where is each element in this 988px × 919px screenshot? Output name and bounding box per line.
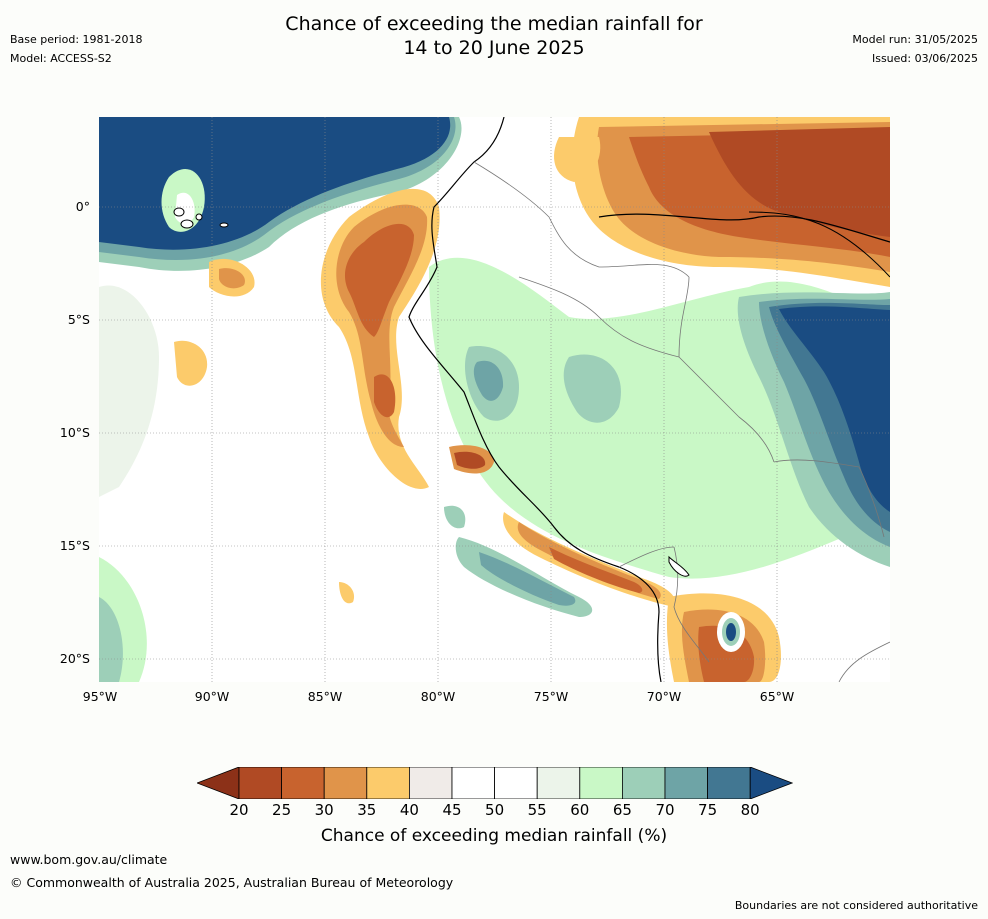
colorbar-tick-label: 75	[698, 801, 718, 819]
title-line-2: 14 to 20 June 2025	[403, 37, 585, 59]
meta-left: Base period: 1981-2018 Model: ACCESS-S2	[10, 30, 142, 68]
colorbar-label: Chance of exceeding median rainfall (%)	[320, 826, 668, 846]
colorbar-swatch	[323, 766, 368, 800]
colorbar-tick-label: 35	[357, 801, 377, 819]
colorbar-tick-label: 45	[442, 801, 462, 819]
colorbar-tick-label: 65	[612, 801, 632, 819]
colorbar-swatch	[366, 766, 410, 800]
model-name: Model: ACCESS-S2	[10, 52, 112, 65]
colorbar-ticks: 20 25 30 35 40 45 50 55 60 65 70 75 80	[0, 801, 988, 821]
colorbar-tick-label: 50	[485, 801, 505, 819]
map-canvas	[99, 117, 890, 682]
colorbar-swatch	[579, 766, 623, 800]
site-link[interactable]: www.bom.gov.au/climate	[10, 852, 168, 867]
title-line-1: Chance of exceeding the median rainfall …	[285, 13, 703, 35]
colorbar-tick-label: 70	[655, 801, 675, 819]
colorbar-swatches	[195, 766, 794, 800]
model-run: Model run: 31/05/2025	[852, 33, 978, 46]
colorbar	[195, 766, 794, 800]
colorbar-swatch	[494, 766, 538, 800]
colorbar-swatch	[664, 766, 708, 800]
colorbar-swatch	[408, 766, 453, 800]
map-title: Chance of exceeding the median rainfall …	[0, 12, 988, 60]
lon-label-95w: 95°W	[82, 689, 118, 704]
disclaimer-text: Boundaries are not considered authoritat…	[734, 899, 978, 912]
lon-label-85w: 85°W	[307, 689, 343, 704]
lat-label-20s: 20°S	[59, 651, 90, 666]
colorbar-swatch	[451, 766, 495, 800]
colorbar-tick-label: 30	[314, 801, 334, 819]
colorbar-low-arrow	[195, 766, 240, 800]
colorbar-swatch	[621, 766, 666, 800]
colorbar-tick-label: 55	[527, 801, 547, 819]
issued-date: Issued: 03/06/2025	[871, 52, 978, 65]
lat-label-5s: 5°S	[67, 312, 90, 327]
lon-label-75w: 75°W	[533, 689, 569, 704]
copyright-text: © Commonwealth of Australia 2025, Austra…	[10, 875, 454, 890]
lon-label-65w: 65°W	[759, 689, 795, 704]
colorbar-swatch	[707, 766, 751, 800]
colorbar-tick-label: 40	[399, 801, 419, 819]
lat-label-15s: 15°S	[59, 538, 90, 553]
colorbar-tick-label: 25	[272, 801, 292, 819]
colorbar-swatch	[238, 766, 282, 800]
lat-label-10s: 10°S	[59, 425, 90, 440]
rainfall-map	[99, 117, 890, 682]
lon-label-90w: 90°W	[194, 689, 230, 704]
colorbar-tick-label: 60	[570, 801, 590, 819]
base-period: Base period: 1981-2018	[10, 33, 143, 46]
colorbar-high-arrow	[749, 766, 794, 800]
colorbar-swatch	[536, 766, 581, 800]
colorbar-tick-label: 20	[229, 801, 249, 819]
lat-label-0: 0°	[75, 199, 90, 214]
colorbar-tick-label: 80	[740, 801, 760, 819]
lon-label-70w: 70°W	[646, 689, 682, 704]
meta-right: Model run: 31/05/2025 Issued: 03/06/2025	[852, 30, 978, 68]
colorbar-swatch	[281, 766, 325, 800]
lon-label-80w: 80°W	[420, 689, 456, 704]
